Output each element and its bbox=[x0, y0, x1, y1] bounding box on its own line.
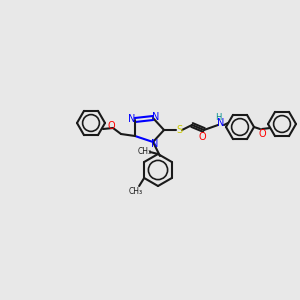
Text: O: O bbox=[198, 132, 206, 142]
Text: N: N bbox=[151, 139, 159, 149]
Text: O: O bbox=[107, 121, 115, 131]
Text: CH₃: CH₃ bbox=[129, 188, 143, 196]
Text: H: H bbox=[215, 113, 221, 122]
Text: O: O bbox=[258, 129, 266, 139]
Text: S: S bbox=[176, 125, 182, 135]
Text: N: N bbox=[128, 114, 136, 124]
Text: N: N bbox=[152, 112, 160, 122]
Text: N: N bbox=[217, 118, 225, 128]
Text: CH₃: CH₃ bbox=[138, 148, 152, 157]
